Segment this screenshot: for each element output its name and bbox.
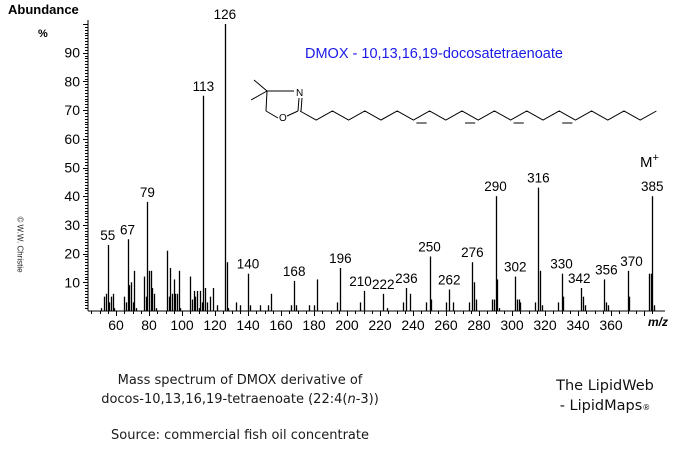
svg-text:55: 55 bbox=[100, 228, 115, 243]
svg-text:222: 222 bbox=[372, 277, 395, 292]
svg-text:80: 80 bbox=[141, 317, 157, 333]
svg-text:50: 50 bbox=[64, 160, 80, 176]
svg-text:79: 79 bbox=[140, 185, 155, 200]
caption-source: Source: commercial fish oil concentrate bbox=[111, 428, 369, 443]
svg-text:180: 180 bbox=[302, 317, 326, 333]
svg-text:262: 262 bbox=[438, 272, 461, 287]
dmox-structure-diagram bbox=[250, 79, 657, 124]
svg-text:90: 90 bbox=[64, 45, 80, 61]
caption-line-2: docos-10,13,16,19-tetraenoate (22:4(n-3)… bbox=[101, 392, 379, 407]
caption-line-1: Mass spectrum of DMOX derivative of bbox=[117, 373, 363, 388]
caption: Mass spectrum of DMOX derivative of doco… bbox=[60, 371, 420, 445]
molecular-ion-label: M+ bbox=[640, 152, 659, 171]
chart-title: DMOX - 10,13,16,19-docosatetraenoate bbox=[305, 46, 563, 62]
svg-text:140: 140 bbox=[236, 317, 260, 333]
nitrogen-atom-label: N bbox=[296, 88, 303, 99]
svg-text:100: 100 bbox=[170, 317, 194, 333]
oxygen-atom-label: O bbox=[279, 113, 287, 124]
svg-text:276: 276 bbox=[461, 245, 484, 260]
svg-text:250: 250 bbox=[418, 239, 441, 254]
svg-text:113: 113 bbox=[193, 79, 215, 94]
branding-line-2: - LipidMaps® bbox=[559, 398, 651, 414]
branding-line-1: The LipidWeb bbox=[556, 378, 654, 394]
svg-text:10: 10 bbox=[64, 274, 80, 290]
svg-text:20: 20 bbox=[64, 246, 80, 262]
svg-text:340: 340 bbox=[566, 317, 590, 333]
svg-text:360: 360 bbox=[599, 317, 623, 333]
x-axis-title: m/z bbox=[648, 315, 668, 329]
svg-text:300: 300 bbox=[500, 317, 524, 333]
svg-text:316: 316 bbox=[527, 171, 550, 186]
svg-text:30: 30 bbox=[64, 217, 80, 233]
svg-text:196: 196 bbox=[329, 251, 352, 266]
svg-text:240: 240 bbox=[401, 317, 425, 333]
svg-text:140: 140 bbox=[237, 257, 260, 272]
y-axis-title: Abundance bbox=[8, 2, 79, 17]
svg-text:280: 280 bbox=[467, 317, 491, 333]
lipidweb-branding: The LipidWeb - LipidMaps® bbox=[535, 376, 675, 418]
svg-text:70: 70 bbox=[64, 102, 80, 118]
svg-text:290: 290 bbox=[484, 179, 507, 194]
svg-text:330: 330 bbox=[550, 257, 573, 272]
svg-text:370: 370 bbox=[620, 254, 643, 269]
svg-text:60: 60 bbox=[64, 131, 80, 147]
svg-text:40: 40 bbox=[64, 188, 80, 204]
svg-text:126: 126 bbox=[214, 7, 237, 22]
svg-text:200: 200 bbox=[335, 317, 359, 333]
y-axis-unit: % bbox=[38, 28, 48, 40]
svg-text:210: 210 bbox=[349, 274, 372, 289]
svg-text:260: 260 bbox=[434, 317, 458, 333]
svg-text:320: 320 bbox=[533, 317, 557, 333]
svg-text:302: 302 bbox=[504, 260, 527, 275]
peaks bbox=[100, 24, 656, 311]
svg-text:60: 60 bbox=[108, 317, 124, 333]
svg-text:120: 120 bbox=[203, 317, 227, 333]
svg-text:80: 80 bbox=[64, 73, 80, 89]
svg-text:220: 220 bbox=[368, 317, 392, 333]
svg-text:356: 356 bbox=[595, 262, 618, 277]
svg-text:342: 342 bbox=[568, 271, 591, 286]
svg-text:168: 168 bbox=[283, 264, 306, 279]
svg-text:236: 236 bbox=[395, 271, 418, 286]
svg-text:385: 385 bbox=[641, 179, 664, 194]
svg-text:160: 160 bbox=[269, 317, 293, 333]
copyright-notice: © W.W. Christie bbox=[15, 216, 25, 273]
svg-text:67: 67 bbox=[120, 222, 135, 237]
axes: 10 20 30 40 50 60 70 80 90 60 80 100 120 140 160 180 200… bbox=[64, 20, 665, 333]
